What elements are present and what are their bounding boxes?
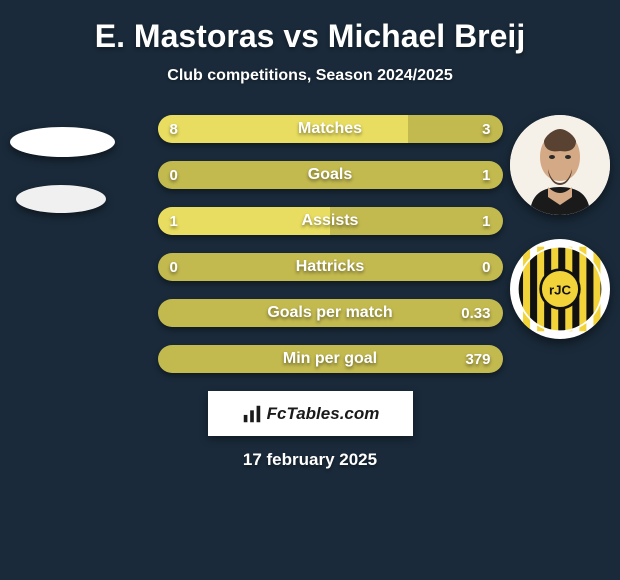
stat-row: Min per goal 379 — [158, 345, 503, 373]
stat-fill-left — [158, 115, 409, 143]
stat-value-right: 0.33 — [461, 305, 490, 322]
left-club-badge-placeholder — [16, 185, 106, 213]
stat-value-left: 0 — [170, 167, 178, 184]
right-club-badge: rJC — [510, 239, 610, 339]
stat-value-left: 8 — [170, 121, 178, 138]
stat-row: 1 Assists 1 — [158, 207, 503, 235]
stat-value-right: 0 — [482, 259, 490, 276]
svg-text:rJC: rJC — [549, 282, 571, 297]
stat-value-left: 1 — [170, 213, 178, 230]
chart-icon — [241, 403, 263, 425]
stat-label: Matches — [298, 120, 362, 138]
subtitle: Club competitions, Season 2024/2025 — [0, 67, 620, 85]
stat-label: Min per goal — [283, 350, 377, 368]
right-player-avatar — [510, 115, 610, 215]
stat-value-right: 379 — [465, 351, 490, 368]
left-player-column — [10, 115, 115, 213]
person-icon — [510, 115, 610, 215]
stat-label: Goals — [308, 166, 352, 184]
stat-row: 0 Hattricks 0 — [158, 253, 503, 281]
stat-value-right: 3 — [482, 121, 490, 138]
stat-label: Assists — [302, 212, 359, 230]
comparison-card: E. Mastoras vs Michael Breij Club compet… — [0, 0, 620, 470]
stat-row: Goals per match 0.33 — [158, 299, 503, 327]
page-title: E. Mastoras vs Michael Breij — [0, 18, 620, 55]
attribution-badge: FcTables.com — [208, 391, 413, 436]
stat-value-right: 1 — [482, 167, 490, 184]
stats-area: rJC 8Matches30Goals11Assists10Hattricks0… — [0, 115, 620, 373]
date-text: 17 february 2025 — [0, 450, 620, 470]
attribution-text: FcTables.com — [267, 404, 380, 424]
stat-value-right: 1 — [482, 213, 490, 230]
stat-bars: 8Matches30Goals11Assists10Hattricks0Goal… — [138, 115, 483, 373]
stat-label: Hattricks — [296, 258, 364, 276]
stat-row: 0 Goals 1 — [158, 161, 503, 189]
stat-value-left: 0 — [170, 259, 178, 276]
stat-label: Goals per match — [267, 304, 392, 322]
club-crest-icon: rJC — [516, 245, 604, 333]
left-player-avatar-placeholder — [10, 127, 115, 157]
right-player-column: rJC — [510, 115, 610, 339]
stat-row: 8 Matches 3 — [158, 115, 503, 143]
